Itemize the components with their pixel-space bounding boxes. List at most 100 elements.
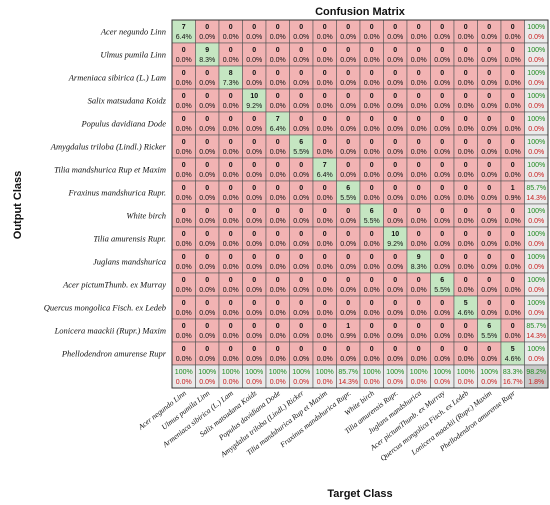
matrix-cell-top: 0 (346, 139, 350, 146)
matrix-cell: 0 0.0% (195, 249, 220, 274)
matrix-cell-bottom: 0.0% (317, 57, 333, 64)
matrix-cell: 0 0.0% (265, 19, 290, 44)
column-summary-cell-top: 100% (198, 369, 216, 376)
matrix-cell-top: 6 (370, 208, 374, 215)
matrix-cell: 0 0.0% (218, 203, 243, 228)
matrix-cell-top: 0 (276, 323, 280, 330)
column-summary-cell-top: 100% (433, 369, 451, 376)
matrix-cell-top: 0 (440, 300, 444, 307)
matrix-cell-bottom: 0.0% (458, 195, 474, 202)
matrix-cell-top: 0 (276, 208, 280, 215)
matrix-cell-bottom: 0.0% (317, 333, 333, 340)
row-summary-cell: 100% 0.0% (524, 249, 549, 274)
overall-accuracy-cell: 98.2% 1.8% (524, 364, 549, 389)
row-summary-cell: 100% 0.0% (524, 295, 549, 320)
column-summary-cell-bottom: 14.3% (338, 379, 358, 386)
matrix-cell: 0 0.0% (289, 203, 314, 228)
row-label: Populus davidiana Dode (80, 119, 166, 129)
matrix-cell: 0 0.0% (242, 65, 267, 90)
matrix-cell: 0 0.0% (265, 180, 290, 205)
matrix-cell-bottom: 0.0% (270, 80, 286, 87)
matrix-cell: 0 0.0% (195, 318, 220, 343)
matrix-cell-top: 0 (299, 300, 303, 307)
matrix-cell: 0 0.0% (430, 65, 455, 90)
row-label: Amygdalus triloba (Lindl.) Ricker (50, 142, 167, 152)
matrix-cell-top: 0 (252, 47, 256, 54)
matrix-cell-bottom: 0.0% (293, 103, 309, 110)
matrix-cell-bottom: 0.0% (411, 287, 427, 294)
matrix-cell-top: 0 (487, 93, 491, 100)
matrix-cell-bottom: 0.0% (481, 264, 497, 271)
matrix-cell: 0 0.0% (477, 65, 502, 90)
column-summary-cell: 100% 0.0% (477, 364, 502, 389)
row-label: Phellodendron amurense Rupr (61, 349, 167, 359)
matrix-cell-bottom: 0.0% (505, 103, 521, 110)
matrix-cell-top: 0 (205, 162, 209, 169)
matrix-cell-top: 0 (323, 70, 327, 77)
matrix-cell-top: 0 (487, 70, 491, 77)
matrix-cell: 0 0.0% (289, 249, 314, 274)
matrix-cell-bottom: 0.0% (270, 34, 286, 41)
matrix-cell: 0 0.0% (359, 341, 384, 366)
matrix-cell-bottom: 0.0% (223, 218, 239, 225)
column-summary-cell-bottom: 0.0% (434, 379, 450, 386)
matrix-cell-bottom: 0.0% (481, 34, 497, 41)
matrix-cell-bottom: 0.0% (458, 34, 474, 41)
matrix-cell: 0 0.0% (383, 203, 408, 228)
matrix-cell-bottom: 0.0% (364, 80, 380, 87)
matrix-cell-top: 0 (252, 277, 256, 284)
matrix-cell-bottom: 0.0% (293, 80, 309, 87)
matrix-cell-bottom: 9.2% (246, 103, 262, 110)
matrix-cell-top: 0 (440, 185, 444, 192)
matrix-cell-top: 0 (252, 162, 256, 169)
overall-accuracy-cell-bottom: 1.8% (528, 379, 544, 386)
matrix-cell: 0 0.0% (195, 19, 220, 44)
matrix-cell-top: 0 (323, 323, 327, 330)
matrix-cell-bottom: 0.0% (199, 241, 215, 248)
matrix-cell-bottom: 0.0% (317, 287, 333, 294)
matrix-cell: 6 5.5% (336, 180, 361, 205)
matrix-cell: 0 0.0% (453, 111, 478, 136)
matrix-cell: 0 0.0% (336, 111, 361, 136)
matrix-cell-top: 0 (393, 208, 397, 215)
matrix-cell: 0 0.0% (500, 134, 525, 159)
matrix-cell: 0 0.0% (171, 65, 196, 90)
matrix-cell-bottom: 7.3% (223, 80, 239, 87)
matrix-cell-bottom: 0.0% (505, 80, 521, 87)
matrix-cell-bottom: 0.0% (364, 126, 380, 133)
matrix-cell-bottom: 0.0% (199, 310, 215, 317)
matrix-cell-bottom: 0.0% (364, 103, 380, 110)
matrix-cell-bottom: 0.0% (481, 218, 497, 225)
matrix-cell-top: 0 (299, 93, 303, 100)
column-summary-cell-top: 100% (363, 369, 381, 376)
matrix-cell-bottom: 0.0% (458, 287, 474, 294)
matrix-cell-top: 0 (393, 277, 397, 284)
matrix-cell-bottom: 0.0% (387, 149, 403, 156)
column-summary-cell: 85.7% 14.3% (336, 364, 361, 389)
matrix-cell-top: 0 (393, 70, 397, 77)
matrix-cell: 7 6.4% (171, 19, 196, 44)
matrix-cell-top: 0 (393, 323, 397, 330)
matrix-cell-top: 0 (464, 116, 468, 123)
matrix-cell: 0 0.0% (453, 226, 478, 251)
matrix-cell-bottom: 0.0% (293, 195, 309, 202)
matrix-cell-bottom: 0.9% (505, 195, 521, 202)
row-summary-cell-bottom: 0.0% (528, 264, 544, 271)
row-summary-cell: 85.7% 14.3% (524, 318, 549, 343)
matrix-cell-bottom: 0.0% (270, 264, 286, 271)
matrix-cell: 0 0.0% (336, 295, 361, 320)
matrix-cell-top: 0 (440, 93, 444, 100)
chart-title: Confusion Matrix (315, 6, 406, 18)
matrix-cell-top: 0 (205, 185, 209, 192)
matrix-cell-bottom: 0.0% (246, 34, 262, 41)
matrix-cell-bottom: 0.0% (293, 172, 309, 179)
matrix-cell-bottom: 0.0% (387, 356, 403, 363)
row-label: Juglans mandshurica (93, 257, 166, 267)
matrix-cell: 0 0.0% (265, 134, 290, 159)
matrix-cell-bottom: 0.0% (434, 264, 450, 271)
matrix-cell: 0 0.0% (312, 134, 337, 159)
matrix-cell-bottom: 0.0% (270, 287, 286, 294)
matrix-cell-top: 0 (182, 116, 186, 123)
matrix-cell-top: 0 (299, 277, 303, 284)
column-summary-cell-top: 85.7% (338, 369, 358, 376)
